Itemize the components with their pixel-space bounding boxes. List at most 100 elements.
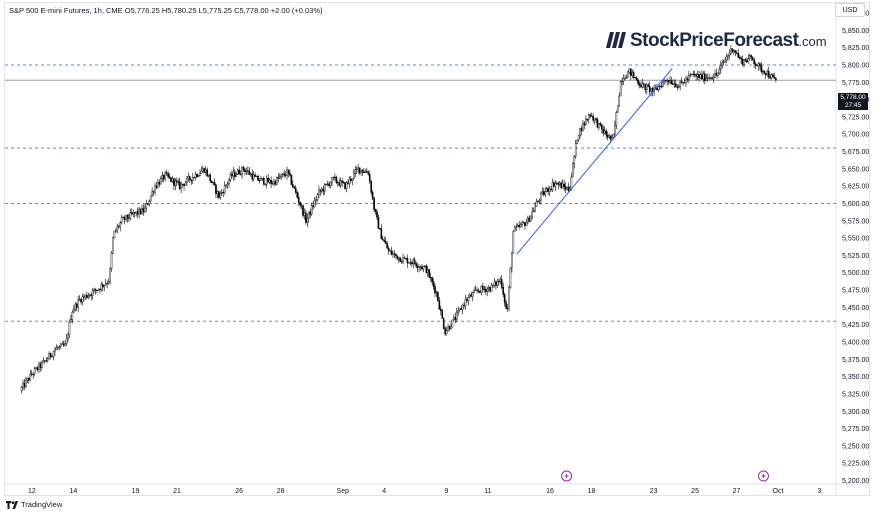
candle-body	[120, 217, 123, 223]
candle-body	[519, 224, 522, 227]
y-tick-label: 5,225.00	[842, 461, 869, 468]
candle-body	[408, 262, 410, 264]
candle-body	[310, 205, 313, 215]
candle-body	[389, 250, 391, 252]
candle-body	[187, 176, 190, 179]
candle-body	[383, 240, 386, 242]
currency-selector[interactable]: USD	[835, 3, 865, 17]
candle-body	[151, 191, 153, 197]
candle-body	[754, 63, 757, 66]
candle-body	[332, 176, 335, 178]
candle-body	[305, 212, 307, 223]
candle-body	[442, 318, 445, 329]
candle-body	[292, 184, 294, 188]
candle-body	[672, 83, 674, 85]
candle-body	[664, 80, 667, 82]
candle-body	[461, 304, 464, 310]
candle-body	[249, 173, 252, 175]
candle-body	[116, 226, 119, 231]
candle-body	[772, 74, 774, 78]
candle-body	[377, 216, 380, 229]
y-tick-label: 5,575.00	[842, 218, 869, 225]
candle-body	[537, 200, 539, 203]
candle-body	[406, 258, 409, 264]
candle-body	[223, 185, 226, 194]
candle-body	[454, 317, 457, 320]
y-tick-label: 5,200.00	[842, 478, 869, 485]
candle-body	[144, 207, 146, 213]
candle-body	[762, 70, 764, 72]
candle-body	[592, 115, 594, 121]
logo-tld-text: .com	[798, 34, 827, 49]
candle-body	[325, 183, 328, 185]
candle-body	[437, 292, 439, 301]
candle-body	[287, 169, 290, 174]
tradingview-footer[interactable]: TradingView	[6, 500, 62, 509]
y-tick-label: 5,525.00	[842, 253, 869, 260]
candle-body	[263, 177, 265, 185]
candle-body	[225, 184, 227, 186]
candle-body	[683, 82, 686, 84]
candle-body	[425, 265, 428, 273]
candle-body	[463, 304, 465, 306]
candle-body	[219, 193, 222, 198]
candle-body	[178, 181, 181, 189]
candle-body	[528, 217, 531, 222]
candle-body	[152, 191, 155, 193]
candle-body	[722, 61, 725, 63]
candle-body	[615, 112, 618, 126]
candle-body	[283, 173, 285, 176]
candle-body	[36, 367, 39, 370]
y-tick-label: 5,250.00	[842, 443, 869, 450]
candle-body	[33, 368, 36, 375]
candle-body	[96, 290, 98, 292]
candle-body	[483, 288, 486, 290]
candle-body	[61, 343, 63, 345]
candle-body	[235, 174, 238, 177]
candle-body	[135, 211, 137, 214]
candle-body	[667, 80, 670, 83]
candle-body	[100, 284, 103, 291]
candle-body	[64, 343, 66, 346]
candle-body	[521, 222, 523, 225]
candle-body	[239, 173, 242, 175]
candle-body	[104, 283, 107, 286]
candle-body	[548, 188, 551, 192]
candle-body	[381, 238, 384, 241]
candle-body	[68, 321, 71, 336]
candle-body	[273, 180, 275, 185]
candle-body	[725, 56, 728, 61]
candle-body	[460, 308, 462, 310]
candle-body	[756, 64, 758, 67]
candle-body	[55, 347, 58, 350]
change-value: +2.00 (+0.03%)	[270, 6, 323, 15]
candle-body	[289, 173, 291, 176]
candle-body	[162, 175, 165, 180]
candle-body	[640, 85, 642, 88]
candle-body	[318, 189, 320, 195]
candle-body	[511, 253, 513, 269]
candle-body	[70, 319, 72, 323]
candle-body	[387, 248, 390, 251]
candle-body	[339, 180, 342, 186]
candle-body	[396, 255, 399, 260]
candle-body	[416, 265, 419, 268]
candle-body	[545, 188, 548, 192]
candle-body	[296, 191, 298, 198]
y-tick-label: 5,700.00	[842, 132, 869, 139]
candle-body	[690, 73, 693, 75]
symbol-legend: S&P 500 E-mini Futures, 1h, CME O5,776.2…	[9, 6, 323, 15]
candle-body	[447, 326, 449, 331]
candle-body	[236, 169, 239, 175]
candle-body	[685, 78, 687, 84]
candle-body	[669, 80, 671, 83]
candle-body	[453, 317, 455, 321]
candle-body	[207, 174, 210, 177]
candle-body	[367, 172, 370, 175]
candle-body	[161, 175, 164, 179]
candle-body	[74, 303, 77, 310]
candle-body	[29, 373, 32, 381]
candle-body	[149, 195, 152, 202]
candle-body	[738, 56, 741, 59]
